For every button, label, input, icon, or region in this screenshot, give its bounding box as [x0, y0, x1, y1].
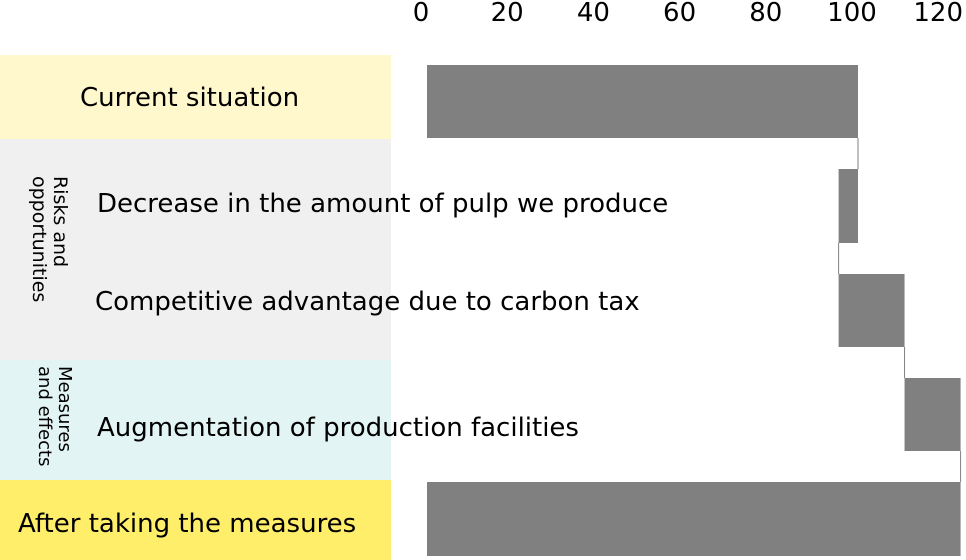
- row-label-pulp-decrease: Decrease in the amount of pulp we produc…: [97, 189, 669, 219]
- row-label-carbon-tax: Competitive advantage due to carbon tax: [95, 287, 640, 317]
- row-label-production-facilities: Augmentation of production facilities: [97, 413, 579, 443]
- x-tick-label: 80: [749, 0, 783, 28]
- bar-3: [904, 378, 961, 451]
- band-risks-and-opportunities: [0, 139, 391, 360]
- x-tick-label: 40: [576, 0, 610, 28]
- x-tick-label: 120: [913, 0, 964, 28]
- x-tick-label: 60: [663, 0, 697, 28]
- x-tick-label: 100: [827, 0, 877, 28]
- x-tick-label: 0: [412, 0, 430, 28]
- x-tick-label: 20: [490, 0, 524, 28]
- group-label-measures-effects: Measures and effects: [34, 366, 75, 467]
- bar-2: [838, 274, 905, 347]
- row-label-current-situation: Current situation: [80, 83, 300, 113]
- band-current-situation: [0, 55, 391, 139]
- band-measures-and-effects: [0, 360, 391, 480]
- bar-0: [427, 65, 858, 138]
- band-after-measures: [0, 480, 391, 560]
- row-label-after-measures: After taking the measures: [18, 509, 357, 539]
- bar-1: [838, 169, 858, 243]
- bar-4: [427, 482, 961, 556]
- group-label-risks-opportunities: Risks and opportunities: [28, 176, 71, 303]
